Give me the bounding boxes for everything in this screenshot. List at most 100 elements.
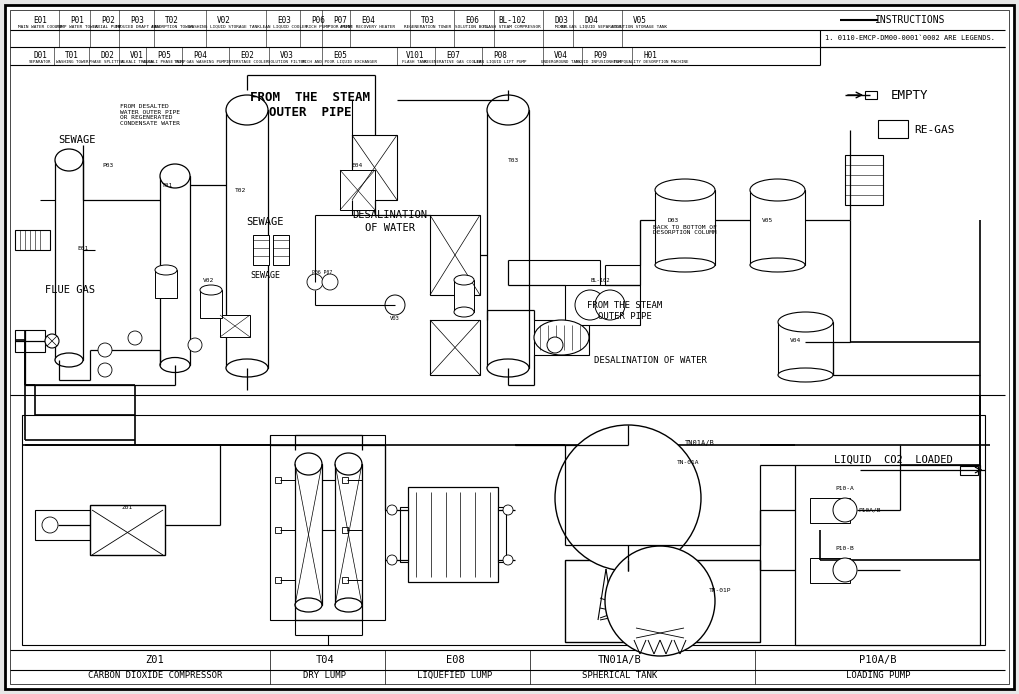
Text: D03: D03 xyxy=(554,15,568,24)
Text: RICH PUMP: RICH PUMP xyxy=(306,25,330,29)
Ellipse shape xyxy=(454,275,474,285)
Bar xyxy=(275,477,281,483)
Bar xyxy=(655,190,715,265)
Ellipse shape xyxy=(487,359,529,377)
Ellipse shape xyxy=(655,179,715,201)
Text: LIQUEFIED LUMP: LIQUEFIED LUMP xyxy=(418,670,492,679)
Circle shape xyxy=(45,334,59,348)
Text: TN-01P: TN-01P xyxy=(709,588,732,593)
Text: E04: E04 xyxy=(352,162,363,167)
Ellipse shape xyxy=(777,312,833,332)
Text: T03: T03 xyxy=(508,158,520,162)
Text: TN-01A: TN-01A xyxy=(677,459,699,464)
Ellipse shape xyxy=(750,258,805,272)
Text: V02: V02 xyxy=(203,278,214,282)
Circle shape xyxy=(387,505,397,515)
Text: TN01A/B: TN01A/B xyxy=(598,655,642,665)
Text: SOLUTION FILTER: SOLUTION FILTER xyxy=(268,60,306,64)
Bar xyxy=(342,577,348,583)
Bar xyxy=(810,498,850,523)
Text: BL-102: BL-102 xyxy=(498,15,526,24)
Circle shape xyxy=(322,274,338,290)
Ellipse shape xyxy=(487,95,529,125)
Circle shape xyxy=(605,546,715,656)
Circle shape xyxy=(833,498,857,522)
Text: LEAN LIQUID LIFT PUMP: LEAN LIQUID LIFT PUMP xyxy=(474,60,526,64)
Circle shape xyxy=(307,274,323,290)
Text: FROM THE STEAM: FROM THE STEAM xyxy=(587,301,662,310)
Text: V05: V05 xyxy=(633,15,647,24)
Bar xyxy=(400,507,408,562)
Bar xyxy=(865,91,877,99)
Text: P08: P08 xyxy=(493,51,506,60)
Text: LIQUID  CO2  LOADED: LIQUID CO2 LOADED xyxy=(834,455,953,465)
Text: CARBON DIOXIDE COMPRESSOR: CARBON DIOXIDE COMPRESSOR xyxy=(88,670,222,679)
Text: RE-GAS: RE-GAS xyxy=(915,125,955,135)
Text: V04: V04 xyxy=(790,337,801,343)
Text: V01: V01 xyxy=(130,51,144,60)
Circle shape xyxy=(503,555,513,565)
Text: Z01: Z01 xyxy=(146,655,164,665)
Text: TAIL GAS WASHING PUMP: TAIL GAS WASHING PUMP xyxy=(174,60,226,64)
Text: UNDERGROUND TANK: UNDERGROUND TANK xyxy=(541,60,581,64)
Bar xyxy=(565,560,760,642)
Text: MIXER: MIXER xyxy=(554,25,568,29)
Text: MAIN WATER COOLER: MAIN WATER COOLER xyxy=(17,25,62,29)
Ellipse shape xyxy=(534,320,589,355)
Text: V05: V05 xyxy=(762,217,773,223)
Bar xyxy=(22,415,985,645)
Bar xyxy=(487,110,529,368)
Text: FLUID INFUSION PUMP: FLUID INFUSION PUMP xyxy=(577,60,624,64)
Bar xyxy=(342,477,348,483)
Text: POOR PUMP: POOR PUMP xyxy=(328,25,352,29)
Ellipse shape xyxy=(294,598,322,612)
Bar xyxy=(352,135,397,200)
Bar xyxy=(15,330,45,352)
Text: INDUCED DRAFT FAN: INDUCED DRAFT FAN xyxy=(115,25,159,29)
Text: T02: T02 xyxy=(235,187,247,192)
Text: T02: T02 xyxy=(165,15,179,24)
Text: E07: E07 xyxy=(446,51,460,60)
Text: P05: P05 xyxy=(157,51,171,60)
Text: FLASH TANK: FLASH TANK xyxy=(403,60,428,64)
Text: P09: P09 xyxy=(593,51,607,60)
Ellipse shape xyxy=(226,359,268,377)
Bar xyxy=(275,527,281,533)
Text: FROM  THE  STEAM: FROM THE STEAM xyxy=(250,90,370,103)
Bar xyxy=(294,464,322,605)
Text: BACK TO BOTTOM OF
DESORPTION COLUMN: BACK TO BOTTOM OF DESORPTION COLUMN xyxy=(653,225,717,235)
Text: P06: P06 xyxy=(311,15,325,24)
Ellipse shape xyxy=(55,353,83,367)
Bar xyxy=(750,190,805,265)
Text: D04: D04 xyxy=(584,15,598,24)
Text: ALKALI TROUGH: ALKALI TROUGH xyxy=(120,60,153,64)
Circle shape xyxy=(98,363,112,377)
Ellipse shape xyxy=(200,285,222,295)
Text: SPHERICAL TANK: SPHERICAL TANK xyxy=(583,670,657,679)
Text: SOLUTION STORAGE TANK: SOLUTION STORAGE TANK xyxy=(612,25,667,29)
Text: AMINE RECOVERY HEATER: AMINE RECOVERY HEATER xyxy=(340,25,395,29)
Text: LOADING PUMP: LOADING PUMP xyxy=(846,670,910,679)
Bar xyxy=(253,235,269,265)
Bar xyxy=(845,155,883,205)
Ellipse shape xyxy=(155,265,177,275)
Text: PUMP WATER TOWER: PUMP WATER TOWER xyxy=(56,25,98,29)
Bar xyxy=(960,466,978,475)
Text: V04: V04 xyxy=(554,51,568,60)
Ellipse shape xyxy=(335,598,362,612)
Text: RE-GAS LIQUID SEPARATOR: RE-GAS LIQUID SEPARATOR xyxy=(560,25,622,29)
Circle shape xyxy=(187,338,202,352)
Text: FLUE GAS: FLUE GAS xyxy=(45,285,95,295)
Bar xyxy=(155,270,177,298)
Circle shape xyxy=(98,343,112,357)
Text: E01: E01 xyxy=(33,15,47,24)
Ellipse shape xyxy=(750,179,805,201)
Text: OUTER PIPE: OUTER PIPE xyxy=(598,312,652,321)
Bar xyxy=(226,110,268,368)
Bar xyxy=(430,320,480,375)
Text: PHASE SPLITTER: PHASE SPLITTER xyxy=(90,60,124,64)
Bar xyxy=(408,487,498,582)
Text: E02: E02 xyxy=(240,51,254,60)
Circle shape xyxy=(42,517,58,533)
Text: P01: P01 xyxy=(70,15,84,24)
